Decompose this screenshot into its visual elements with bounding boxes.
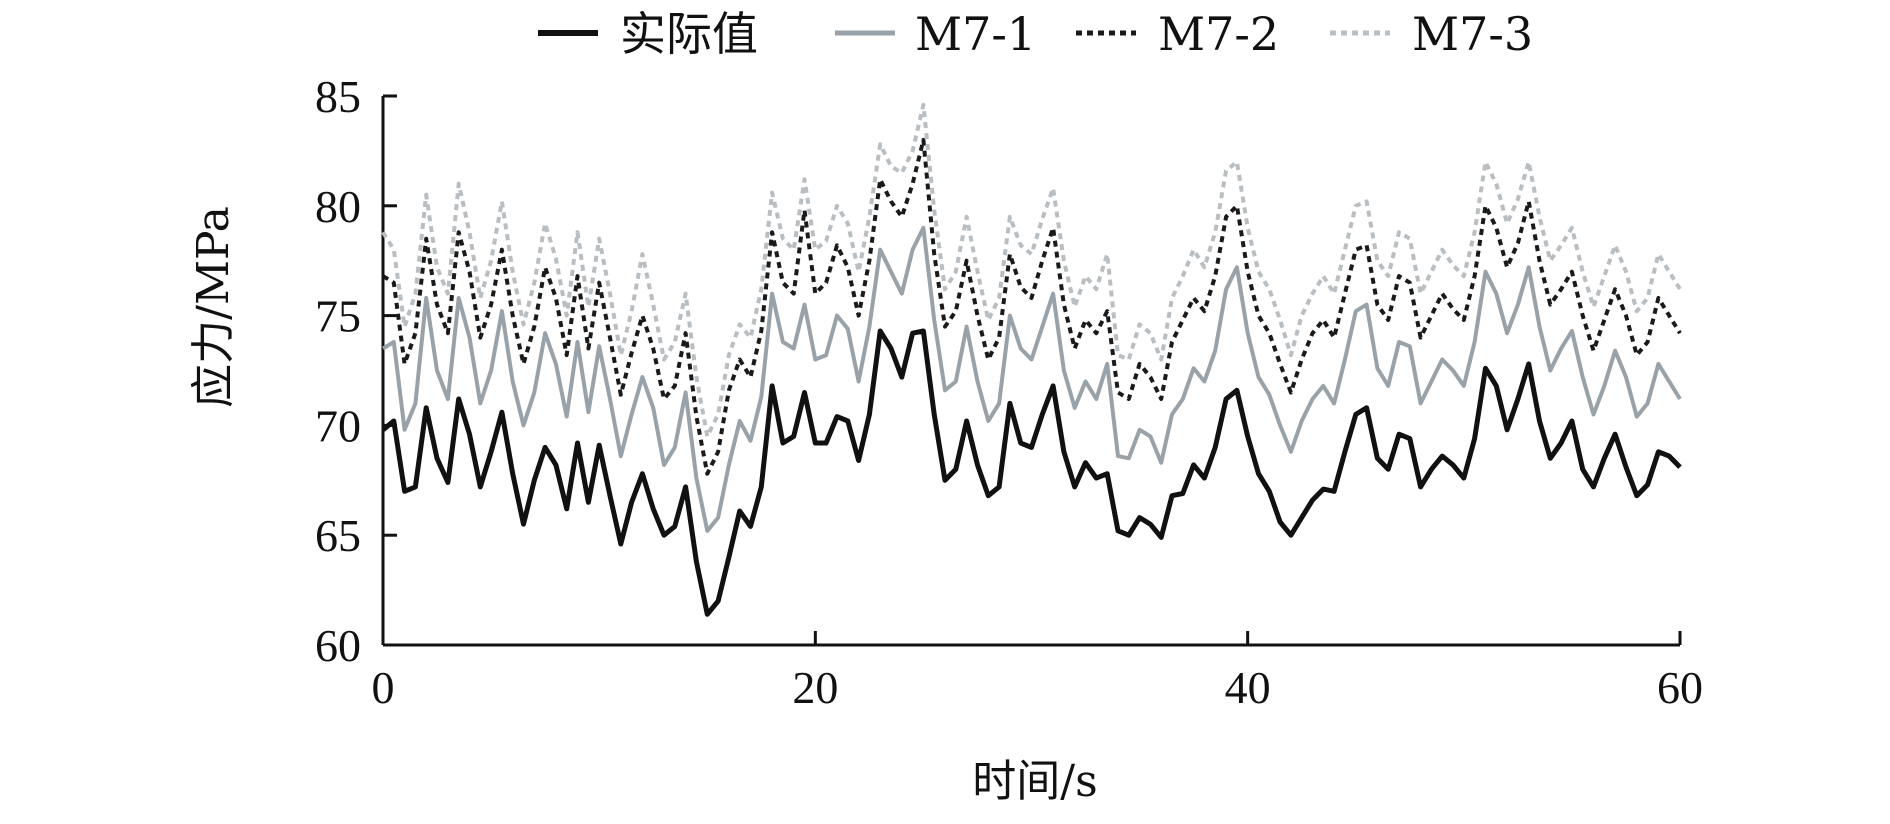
series-layer <box>381 102 1682 617</box>
legend-label-2: M7-1 <box>915 7 1036 61</box>
series-line-1 <box>381 328 1682 617</box>
series-line-2 <box>381 225 1682 533</box>
series-line-4 <box>381 102 1682 439</box>
x-tick-label: 20 <box>792 662 838 713</box>
y-axis-title: 应力/MPa <box>188 206 239 408</box>
y-tick-label: 85 <box>315 71 361 122</box>
y-tick-label: 70 <box>315 400 361 451</box>
x-tick-label: 0 <box>372 662 395 713</box>
x-axis-title: 时间/s <box>972 756 1097 807</box>
legend-label-1: 实际值 <box>620 7 758 61</box>
y-tick-label: 75 <box>315 291 361 342</box>
axes: 60 65 70 75 80 85 0 20 40 60 <box>315 71 1703 713</box>
y-tick-label: 65 <box>315 510 361 561</box>
y-tick-label: 60 <box>315 620 361 671</box>
x-tick-label: 60 <box>1657 662 1703 713</box>
legend-label-4: M7-3 <box>1412 7 1533 61</box>
y-tick-label: 80 <box>315 181 361 232</box>
x-tick-label: 40 <box>1225 662 1271 713</box>
legend: 实际值 M7-1 M7-2 M7-3 <box>538 7 1533 61</box>
legend-label-3: M7-2 <box>1158 7 1279 61</box>
series-line-3 <box>381 137 1682 476</box>
